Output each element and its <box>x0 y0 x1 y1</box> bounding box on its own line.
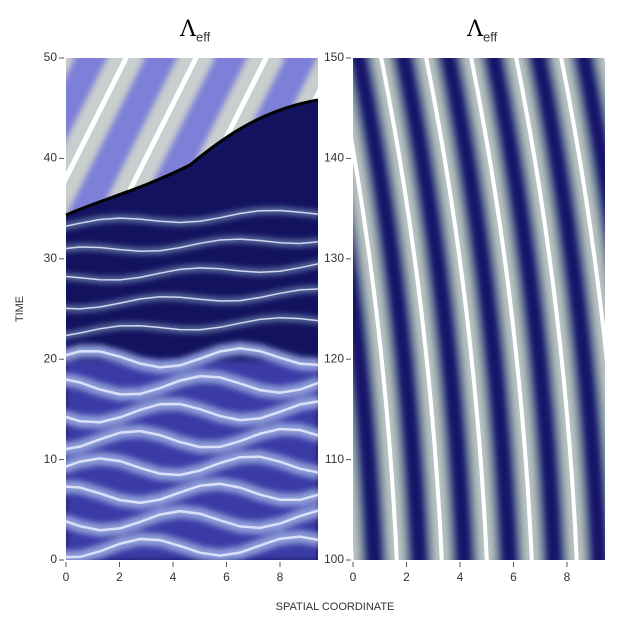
y-tick-label: 130 <box>324 251 344 265</box>
y-tick-label: 0 <box>50 552 57 566</box>
y-tick-label: 30 <box>44 251 58 265</box>
stripe-core <box>353 137 399 560</box>
stripe-core <box>66 58 133 215</box>
y-axis-label: TIME <box>14 296 26 322</box>
x-tick-label: 8 <box>277 570 284 584</box>
stripe <box>66 58 76 215</box>
x-tick-label: 4 <box>457 570 464 584</box>
band-core <box>66 374 318 396</box>
heatmap-right <box>353 58 605 560</box>
band-core <box>66 347 318 369</box>
chart-title-subscript: eff <box>196 29 211 44</box>
stripe-core <box>514 58 579 560</box>
chart-title: Λ <box>179 17 197 42</box>
band-core <box>66 427 318 452</box>
y-tick-label: 110 <box>325 452 344 466</box>
y-tick-label: 40 <box>44 151 58 165</box>
chart-title: Λ <box>466 17 484 42</box>
y-tick-label: 120 <box>324 351 344 365</box>
band-core <box>66 262 318 281</box>
band-core <box>66 508 318 532</box>
band-core <box>66 209 318 229</box>
chart-title-subscript: eff <box>483 29 498 44</box>
stripe <box>598 58 605 94</box>
stripe <box>590 58 605 134</box>
stripe-core <box>424 58 489 560</box>
y-tick-label: 100 <box>324 552 344 566</box>
band-core <box>66 288 318 310</box>
stripe-core <box>604 58 605 63</box>
x-tick-label: 4 <box>170 570 177 584</box>
y-tick-label: 10 <box>44 452 58 466</box>
stripe-core <box>379 58 444 560</box>
heatmap-art <box>0 50 605 560</box>
y-tick-label: 140 <box>324 151 344 165</box>
stripe-core <box>469 58 534 560</box>
front <box>65 98 319 217</box>
x-tick-label: 8 <box>564 570 571 584</box>
y-tick-label: 50 <box>44 50 58 64</box>
x-tick-label: 6 <box>510 570 517 584</box>
x-tick-label: 2 <box>116 570 123 584</box>
x-axis-label: SPATIAL COORDINATE <box>276 601 395 613</box>
band-core <box>66 455 318 477</box>
x-tick-label: 2 <box>403 570 410 584</box>
stripe-core <box>559 58 605 363</box>
x-tick-label: 6 <box>223 570 230 584</box>
x-tick-label: 0 <box>63 570 70 584</box>
band-core <box>66 316 318 338</box>
band-core <box>66 482 318 505</box>
stripe-core <box>0 50 60 230</box>
band-core <box>66 535 318 559</box>
y-tick-label: 150 <box>324 50 344 64</box>
x-tick-label: 0 <box>350 570 357 584</box>
band-core <box>66 399 318 424</box>
y-tick-label: 20 <box>44 351 58 365</box>
band-core <box>66 238 318 252</box>
